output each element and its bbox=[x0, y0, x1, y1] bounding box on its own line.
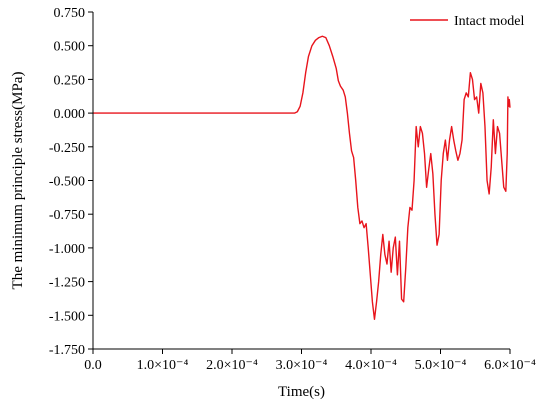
x-tick-label: 5.0×10⁻⁴ bbox=[415, 358, 467, 373]
x-tick-label: 2.0×10⁻⁴ bbox=[206, 358, 258, 373]
y-tick-label: 0.750 bbox=[54, 6, 86, 21]
x-tick-label: 3.0×10⁻⁴ bbox=[276, 358, 328, 373]
x-tick-label: 1.0×10⁻⁴ bbox=[137, 358, 189, 373]
y-tick-label: 0.500 bbox=[54, 40, 86, 55]
y-tick-label: 0.250 bbox=[54, 73, 86, 88]
x-tick-label: 4.0×10⁻⁴ bbox=[345, 358, 397, 373]
plot-layer bbox=[93, 35, 511, 321]
y-tick-label: -1.000 bbox=[49, 242, 85, 257]
series-line-intact-model bbox=[93, 35, 511, 321]
y-tick-label: -1.750 bbox=[49, 343, 85, 358]
y-tick-label: -1.250 bbox=[49, 276, 85, 291]
y-axis-title: The minimum principle stress(MPa) bbox=[10, 72, 26, 290]
x-tick-label: 0.0 bbox=[84, 358, 102, 373]
legend-label-intact-model: Intact model bbox=[454, 14, 524, 29]
axes: 0.0 1.0×10⁻⁴ 2.0×10⁻⁴ 3.0×10⁻⁴ 4.0×10⁻⁴ 5.0×1… bbox=[49, 6, 536, 373]
legend: Intact model bbox=[410, 14, 524, 29]
y-tick-label: -0.500 bbox=[49, 175, 85, 190]
x-axis-title: Time(s) bbox=[278, 384, 325, 400]
y-tick-label: -1.500 bbox=[49, 309, 85, 324]
y-tick-label: 0.000 bbox=[54, 107, 86, 122]
y-tick-label: -0.750 bbox=[49, 208, 85, 223]
x-tick-label: 6.0×10⁻⁴ bbox=[484, 358, 536, 373]
y-tick-label: -0.250 bbox=[49, 141, 85, 156]
